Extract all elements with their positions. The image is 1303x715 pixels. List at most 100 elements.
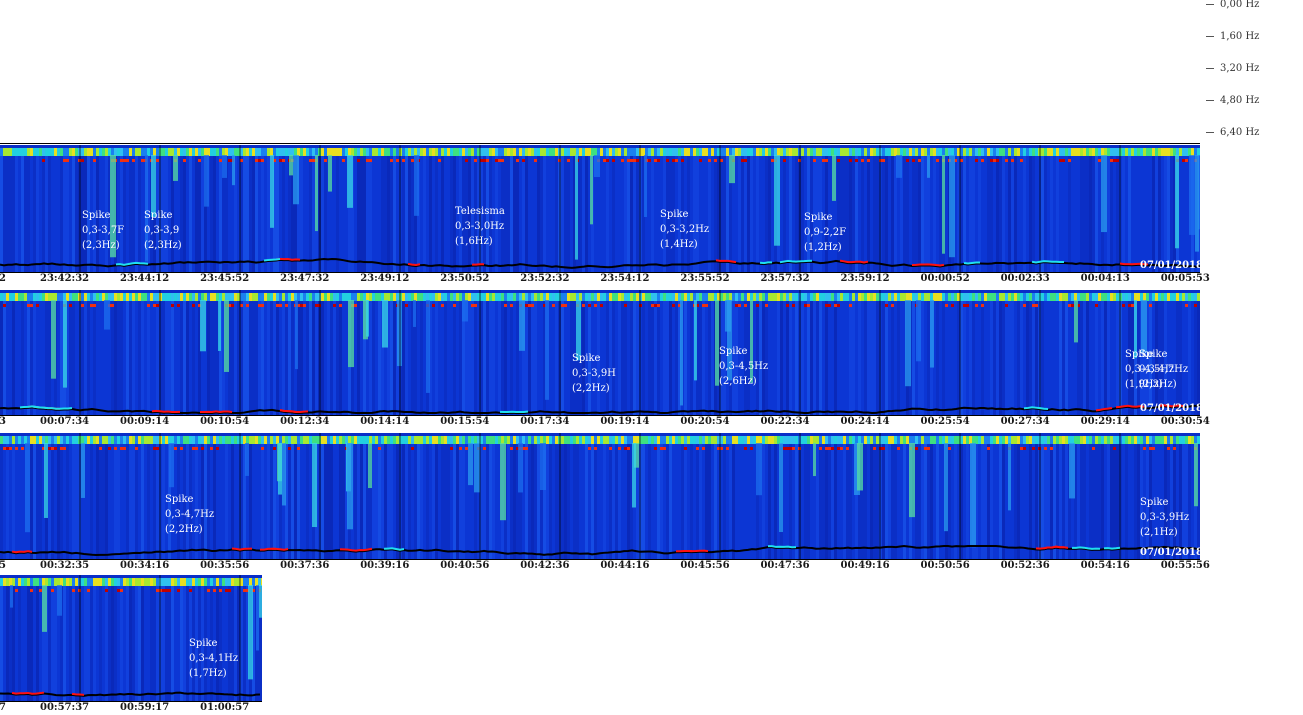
- low-freq-band: [630, 148, 633, 156]
- energy-peak: [90, 304, 93, 307]
- low-freq-band: [222, 293, 225, 301]
- low-freq-band: [906, 436, 909, 444]
- low-freq-band: [36, 293, 39, 301]
- noise-column: [231, 298, 234, 416]
- low-freq-band: [708, 293, 711, 301]
- noise-column: [33, 441, 36, 560]
- energy-peak: [981, 304, 984, 307]
- energy-peak: [216, 447, 219, 450]
- noise-column: [396, 441, 399, 560]
- noise-column: [228, 153, 231, 273]
- energy-peak: [705, 304, 708, 307]
- low-freq-band: [816, 293, 819, 301]
- low-freq-band: [357, 436, 360, 444]
- low-freq-band: [321, 436, 324, 444]
- low-freq-band: [858, 436, 861, 444]
- spike-column: [1069, 443, 1075, 499]
- low-freq-band: [426, 293, 429, 301]
- noise-column: [822, 298, 825, 416]
- low-freq-band: [51, 293, 54, 301]
- noise-column: [678, 298, 681, 416]
- low-freq-band: [39, 578, 42, 586]
- noise-column: [1029, 441, 1032, 560]
- noise-column: [387, 298, 390, 416]
- low-freq-band: [963, 293, 966, 301]
- time-tick-label: 23:49:12: [360, 273, 410, 284]
- noise-column: [84, 583, 87, 702]
- noise-column: [954, 441, 957, 560]
- low-freq-band: [51, 148, 54, 156]
- noise-column: [372, 441, 375, 560]
- energy-peak: [1110, 159, 1113, 162]
- noise-column: [942, 298, 945, 416]
- low-freq-band: [858, 293, 861, 301]
- energy-peak: [252, 589, 255, 592]
- noise-column: [276, 441, 279, 560]
- low-freq-band: [720, 148, 723, 156]
- low-freq-band: [738, 436, 741, 444]
- energy-peak: [495, 159, 498, 162]
- low-freq-band: [1176, 148, 1179, 156]
- low-freq-band: [759, 436, 762, 444]
- noise-column: [504, 298, 507, 416]
- low-freq-band: [696, 436, 699, 444]
- low-freq-band: [675, 436, 678, 444]
- noise-column: [771, 298, 774, 416]
- noise-column: [606, 153, 609, 273]
- energy-peak: [996, 159, 999, 162]
- low-freq-band: [393, 293, 396, 301]
- noise-column: [246, 441, 249, 560]
- low-freq-band: [825, 148, 828, 156]
- noise-column: [696, 441, 699, 560]
- noise-column: [636, 298, 639, 416]
- noise-column: [207, 153, 210, 273]
- low-freq-band: [441, 148, 444, 156]
- noise-column: [195, 298, 198, 416]
- noise-column: [840, 298, 843, 416]
- noise-column: [1014, 441, 1017, 560]
- noise-column: [1125, 298, 1128, 416]
- low-freq-band: [774, 148, 777, 156]
- energy-peak: [828, 304, 831, 307]
- low-freq-band: [1062, 293, 1065, 301]
- energy-peak: [15, 589, 18, 592]
- energy-peak: [153, 304, 156, 307]
- low-freq-band: [657, 293, 660, 301]
- low-freq-band: [423, 293, 426, 301]
- low-freq-band: [735, 293, 738, 301]
- noise-column: [984, 298, 987, 416]
- low-freq-band: [117, 293, 120, 301]
- noise-column: [243, 583, 246, 702]
- low-freq-band: [786, 148, 789, 156]
- noise-column: [1080, 441, 1083, 560]
- energy-peak: [303, 304, 306, 307]
- noise-column: [174, 441, 177, 560]
- noise-column: [72, 441, 75, 560]
- low-freq-band: [699, 148, 702, 156]
- low-freq-band: [1179, 436, 1182, 444]
- noise-column: [96, 153, 99, 273]
- noise-column: [96, 298, 99, 416]
- low-freq-band: [69, 148, 72, 156]
- noise-column: [543, 441, 546, 560]
- low-freq-band: [648, 293, 651, 301]
- noise-column: [444, 153, 447, 273]
- low-freq-band: [1161, 148, 1164, 156]
- energy-peak: [1185, 159, 1188, 162]
- noise-column: [1164, 298, 1167, 416]
- low-freq-band: [132, 293, 135, 301]
- spike-column: [519, 300, 525, 351]
- noise-column: [186, 153, 189, 273]
- noise-column: [429, 441, 432, 560]
- noise-column: [651, 298, 654, 416]
- noise-column: [102, 153, 105, 273]
- noise-column: [1077, 298, 1080, 416]
- low-freq-band: [771, 436, 774, 444]
- time-tick-label: 23:44:12: [120, 273, 170, 284]
- energy-peak: [867, 159, 870, 162]
- noise-column: [84, 298, 87, 416]
- noise-column: [351, 153, 354, 273]
- noise-column: [6, 153, 9, 273]
- energy-peak: [924, 447, 927, 450]
- low-freq-band: [1086, 436, 1089, 444]
